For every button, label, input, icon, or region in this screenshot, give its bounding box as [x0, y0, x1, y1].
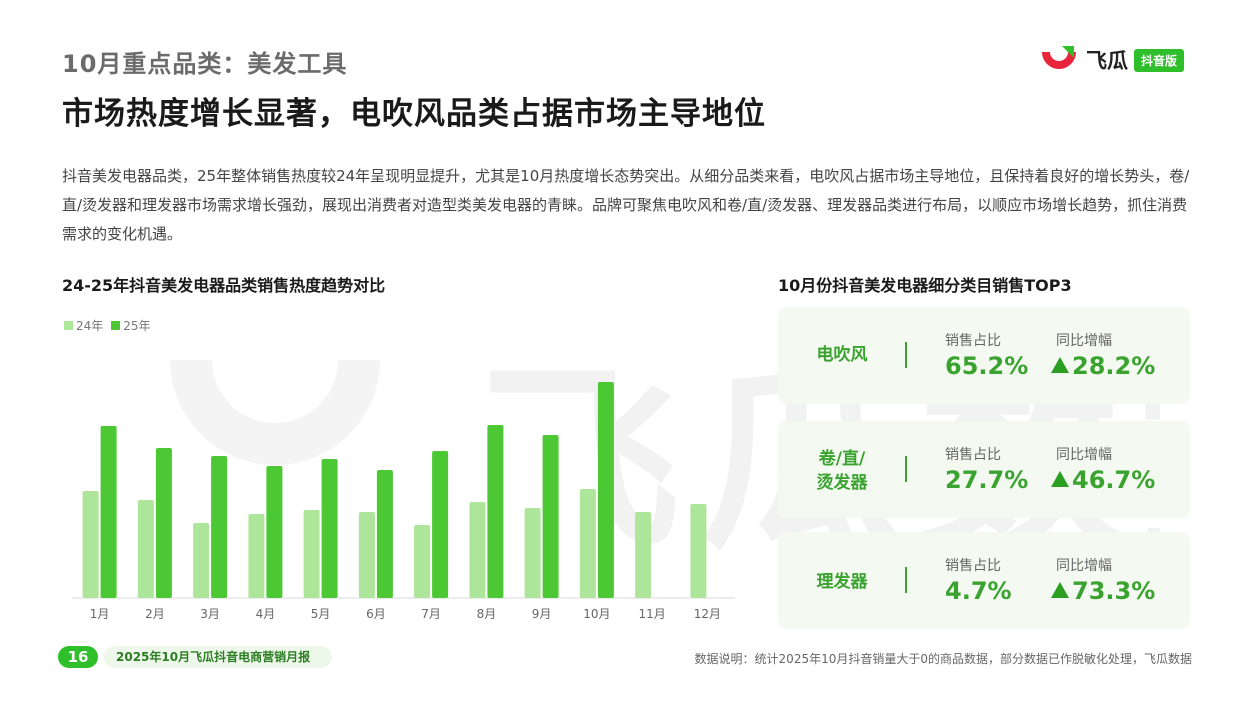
growth-label: 同比增幅 [1056, 333, 1112, 349]
x-tick-label: 1月 [90, 607, 110, 621]
up-arrow-icon [1051, 357, 1069, 373]
bar-24年-2月 [137, 500, 154, 598]
bar-25年-3月 [211, 456, 228, 598]
growth-value: 28.2% [1051, 352, 1155, 380]
growth-label: 同比增幅 [1056, 447, 1112, 463]
bar-24年-10月 [579, 489, 596, 598]
x-tick-label: 11月 [638, 607, 665, 621]
x-tick-label: 9月 [532, 607, 552, 621]
bar-24年-3月 [193, 523, 210, 598]
bar-24年-6月 [358, 512, 375, 598]
feigua-logo-icon [1042, 46, 1076, 69]
growth-label: 同比增幅 [1056, 558, 1112, 574]
up-arrow-icon [1051, 471, 1069, 487]
share-label: 销售占比 [945, 447, 1001, 463]
x-tick-label: 12月 [694, 607, 721, 621]
page-number: 16 [58, 646, 98, 668]
up-arrow-icon [1051, 582, 1069, 598]
bar-25年-9月 [542, 435, 559, 598]
share-value: 27.7% [945, 466, 1029, 494]
logo-text: 飞瓜 [1086, 49, 1128, 73]
growth-number: 73.3% [1072, 577, 1156, 605]
legend-label-25: 25年 [123, 319, 151, 333]
x-tick-label: 4月 [256, 607, 276, 621]
bar-24年-7月 [414, 525, 431, 598]
x-tick-label: 10月 [583, 607, 610, 621]
data-note: 数据说明：统计2025年10月抖音销量大于0的商品数据，部分数据已作脱敏化处理，… [694, 652, 1192, 666]
x-tick-label: 7月 [421, 607, 441, 621]
x-tick-label: 2月 [145, 607, 165, 621]
bar-25年-10月 [597, 382, 614, 598]
share-value: 65.2% [945, 352, 1029, 380]
description-paragraph: 抖音美发电器品类，25年整体销售热度较24年呈现明显提升，尤其是10月热度增长态… [62, 167, 1190, 243]
bar-24年-9月 [524, 508, 541, 598]
legend-swatch-25 [111, 321, 121, 330]
page-headline: 市场热度增长显著，电吹风品类占据市场主导地位 [62, 96, 766, 132]
top3-card-hair-clipper: 理发器 销售占比 4.7% 同比增幅 73.3% [778, 532, 1190, 629]
card-category-line: 卷/直/ [818, 449, 866, 469]
growth-value: 73.3% [1051, 577, 1155, 605]
share-label: 销售占比 [945, 558, 1001, 574]
card-category-name: 卷/直/ 烫发器 [778, 447, 906, 495]
report-name: 2025年10月飞瓜抖音电商营销月报 [104, 646, 333, 668]
x-tick-label: 8月 [477, 607, 497, 621]
chart-title: 24-25年抖音美发电器品类销售热度趋势对比 [62, 276, 386, 295]
card-divider [905, 456, 907, 482]
growth-number: 28.2% [1072, 352, 1156, 380]
share-label: 销售占比 [945, 333, 1001, 349]
logo-badge: 抖音版 [1134, 48, 1185, 72]
x-tick-label: 6月 [366, 607, 386, 621]
brand-logo: 飞瓜 抖音版 [1040, 44, 1185, 76]
bar-25年-5月 [321, 459, 338, 598]
share-value: 4.7% [945, 577, 1012, 605]
bar-24年-8月 [469, 502, 486, 598]
card-divider [905, 342, 907, 368]
chart-legend: 24年 25年 [64, 317, 159, 334]
card-category-line: 烫发器 [816, 473, 868, 493]
top3-card-curling-iron: 卷/直/ 烫发器 销售占比 27.7% 同比增幅 46.7% [778, 421, 1190, 518]
top3-title: 10月份抖音美发电器细分类目销售TOP3 [778, 276, 1072, 295]
bar-24年-12月 [690, 504, 707, 598]
bar-25年-7月 [432, 451, 449, 598]
legend-item-25: 25年 [111, 317, 151, 334]
legend-label-24: 24年 [76, 319, 104, 333]
growth-value: 46.7% [1051, 466, 1155, 494]
card-category-name: 电吹风 [778, 343, 906, 367]
card-category-name: 理发器 [778, 570, 906, 594]
bar-24年-1月 [82, 491, 99, 598]
bar-25年-8月 [487, 425, 504, 598]
card-divider [905, 567, 907, 593]
x-tick-label: 5月 [311, 607, 331, 621]
bar-25年-1月 [100, 426, 117, 598]
legend-swatch-24 [64, 321, 73, 330]
bar-25年-6月 [376, 470, 393, 598]
bar-24年-11月 [635, 512, 652, 598]
growth-number: 46.7% [1072, 466, 1156, 494]
top3-card-hair-dryer: 电吹风 销售占比 65.2% 同比增幅 28.2% [778, 307, 1190, 404]
x-tick-label: 3月 [200, 607, 220, 621]
legend-item-24: 24年 [64, 317, 103, 334]
bar-25年-2月 [155, 448, 172, 598]
bar-25年-4月 [266, 466, 283, 598]
card-category-line: 理发器 [816, 572, 868, 592]
bar-24年-4月 [248, 514, 265, 598]
category-title: 10月重点品类：美发工具 [62, 50, 348, 78]
card-category-line: 电吹风 [816, 345, 868, 365]
bar-24年-5月 [303, 510, 320, 598]
